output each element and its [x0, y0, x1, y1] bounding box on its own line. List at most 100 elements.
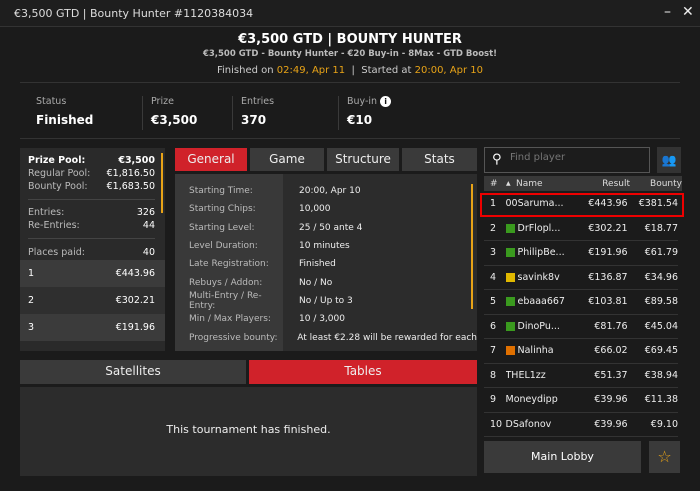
- scrollbar[interactable]: [161, 153, 163, 213]
- col-name[interactable]: Name: [516, 178, 543, 189]
- reentries-label: Re-Entries:: [28, 220, 80, 231]
- player-result: €443.96: [588, 198, 628, 210]
- payout-row: 1 €443.96: [20, 260, 165, 287]
- prize-pool-label: Prize Pool:: [28, 155, 86, 166]
- player-name: DrFlopl...: [517, 222, 561, 234]
- player-bounty: €34.96: [644, 271, 678, 283]
- player-bounty: €45.04: [644, 320, 678, 332]
- tournament-times: Finished on 02:49, Apr 11 | Started at 2…: [0, 65, 700, 76]
- status-flag-icon: [505, 272, 515, 282]
- player-name: 00Saruma...: [505, 198, 564, 210]
- player-row[interactable]: 8 THEL1zz €51.37 €38.94: [484, 364, 678, 388]
- info-key: Progressive bounty:: [189, 332, 278, 343]
- player-bounty: €11.38: [644, 394, 678, 406]
- player-result: €51.37: [594, 369, 628, 381]
- status-flag-icon: [505, 321, 515, 331]
- col-bounty[interactable]: Bounty: [650, 178, 682, 189]
- bounty-pool-label: Bounty Pool:: [28, 181, 88, 192]
- info-value: At least €2.28 will be rewarded for each: [297, 332, 477, 343]
- title-bar: €3,500 GTD | Bounty Hunter #1120384034 –…: [0, 0, 700, 27]
- info-icon[interactable]: i: [380, 96, 392, 107]
- player-row[interactable]: 9 Moneydipp €39.96 €11.38: [484, 388, 678, 413]
- started-label: Started at: [361, 65, 412, 76]
- star-icon[interactable]: ☆: [649, 441, 680, 473]
- player-result: €136.87: [588, 271, 628, 283]
- info-row: Late Registration: Finished: [175, 255, 477, 273]
- info-key: Starting Time:: [189, 186, 253, 197]
- players-icon-button[interactable]: 👥: [657, 147, 681, 173]
- main-lobby-button[interactable]: Main Lobby: [484, 441, 641, 473]
- player-bounty: €18.77: [644, 222, 678, 234]
- col-rank[interactable]: #: [490, 178, 498, 189]
- player-rank: 3: [490, 247, 497, 259]
- player-result: €81.76: [594, 320, 628, 332]
- scrollbar[interactable]: [471, 184, 473, 309]
- player-bounty: €69.45: [644, 345, 678, 357]
- player-name: ebaaa667: [517, 296, 565, 308]
- divider: [20, 82, 680, 83]
- minimize-button[interactable]: –: [664, 4, 671, 20]
- tab-general[interactable]: General: [175, 148, 247, 171]
- stat-value: €3,500: [151, 113, 198, 127]
- tab-game[interactable]: Game: [250, 148, 324, 171]
- sort-asc-icon[interactable]: ▲: [506, 180, 511, 187]
- player-row[interactable]: 4 savink8v €136.87 €34.96: [484, 266, 678, 290]
- info-key: Late Registration:: [189, 259, 269, 270]
- player-result: €39.96: [594, 394, 628, 406]
- players-table-header: # ▲ Name Result Bounty: [484, 176, 682, 191]
- col-result[interactable]: Result: [602, 178, 630, 189]
- entries-label: Entries:: [28, 207, 65, 218]
- player-row[interactable]: 2 DrFlopl... €302.21 €18.77: [484, 217, 678, 241]
- player-name: PhilipBe...: [517, 247, 565, 259]
- info-value: No / Up to 3: [299, 295, 353, 306]
- search-input[interactable]: [510, 152, 640, 163]
- stat-value: Finished: [36, 113, 94, 127]
- player-rank: 1: [490, 198, 497, 210]
- regular-pool-value: €1,816.50: [106, 168, 155, 179]
- finished-label: Finished on: [216, 65, 274, 76]
- finished-value: 02:49, Apr 11: [276, 65, 346, 76]
- info-value: 25 / 50 ante 4: [299, 222, 363, 233]
- stat-label: Entries: [241, 96, 275, 107]
- places-paid-value: 40: [142, 247, 155, 258]
- general-info-panel: Starting Time: 20:00, Apr 10 Starting Chip…: [175, 174, 477, 351]
- tab-satellites[interactable]: Satellites: [20, 360, 246, 384]
- player-bounty: €381.54: [638, 198, 678, 210]
- started-value: 20:00, Apr 10: [414, 65, 483, 76]
- highlight-box: [480, 193, 684, 217]
- divider: [20, 138, 680, 139]
- stat-status: Status Finished: [36, 96, 93, 130]
- tab-stats[interactable]: Stats: [402, 148, 477, 171]
- info-row: Starting Chips: 10,000: [175, 200, 477, 218]
- info-value: 20:00, Apr 10: [299, 186, 361, 197]
- player-name: Nalinha: [517, 345, 554, 357]
- player-row[interactable]: 5 ebaaa667 €103.81 €89.58: [484, 290, 678, 315]
- info-key: Min / Max Players:: [189, 314, 271, 325]
- info-value: No / No: [299, 277, 333, 288]
- player-result: €191.96: [588, 247, 628, 259]
- info-key: Multi-Entry / Re-Entry:: [189, 290, 262, 311]
- search-box[interactable]: ⚲: [484, 147, 650, 173]
- player-bounty: €89.58: [644, 296, 678, 308]
- stat-entries: Entries 370: [232, 96, 274, 130]
- player-row[interactable]: 10 DSafonov €39.96 €9.10: [484, 413, 678, 437]
- player-name: DinoPu...: [517, 320, 560, 332]
- info-value: 10,000: [299, 204, 331, 215]
- info-row: Level Duration: 10 minutes: [175, 237, 477, 255]
- tab-structure[interactable]: Structure: [327, 148, 399, 171]
- player-row[interactable]: 3 PhilipBe... €191.96 €61.79: [484, 241, 678, 266]
- close-button[interactable]: ✕: [682, 4, 694, 20]
- search-icon: ⚲: [492, 152, 502, 167]
- player-rank: 9: [490, 394, 497, 406]
- player-bounty: €61.79: [644, 247, 678, 259]
- player-name: THEL1zz: [505, 369, 546, 381]
- players-table: 1 00Saruma... €443.96 €381.54 2 DrFlopl... €30…: [484, 192, 678, 437]
- tab-tables[interactable]: Tables: [249, 360, 477, 384]
- player-row[interactable]: 7 Nalinha €66.02 €69.45: [484, 339, 678, 364]
- player-rank: 6: [490, 320, 497, 332]
- info-key: Level Duration:: [189, 241, 258, 252]
- player-result: €302.21: [588, 222, 628, 234]
- player-row[interactable]: 6 DinoPu... €81.76 €45.04: [484, 315, 678, 339]
- player-name: savink8v: [517, 271, 560, 283]
- player-result: €103.81: [588, 296, 628, 308]
